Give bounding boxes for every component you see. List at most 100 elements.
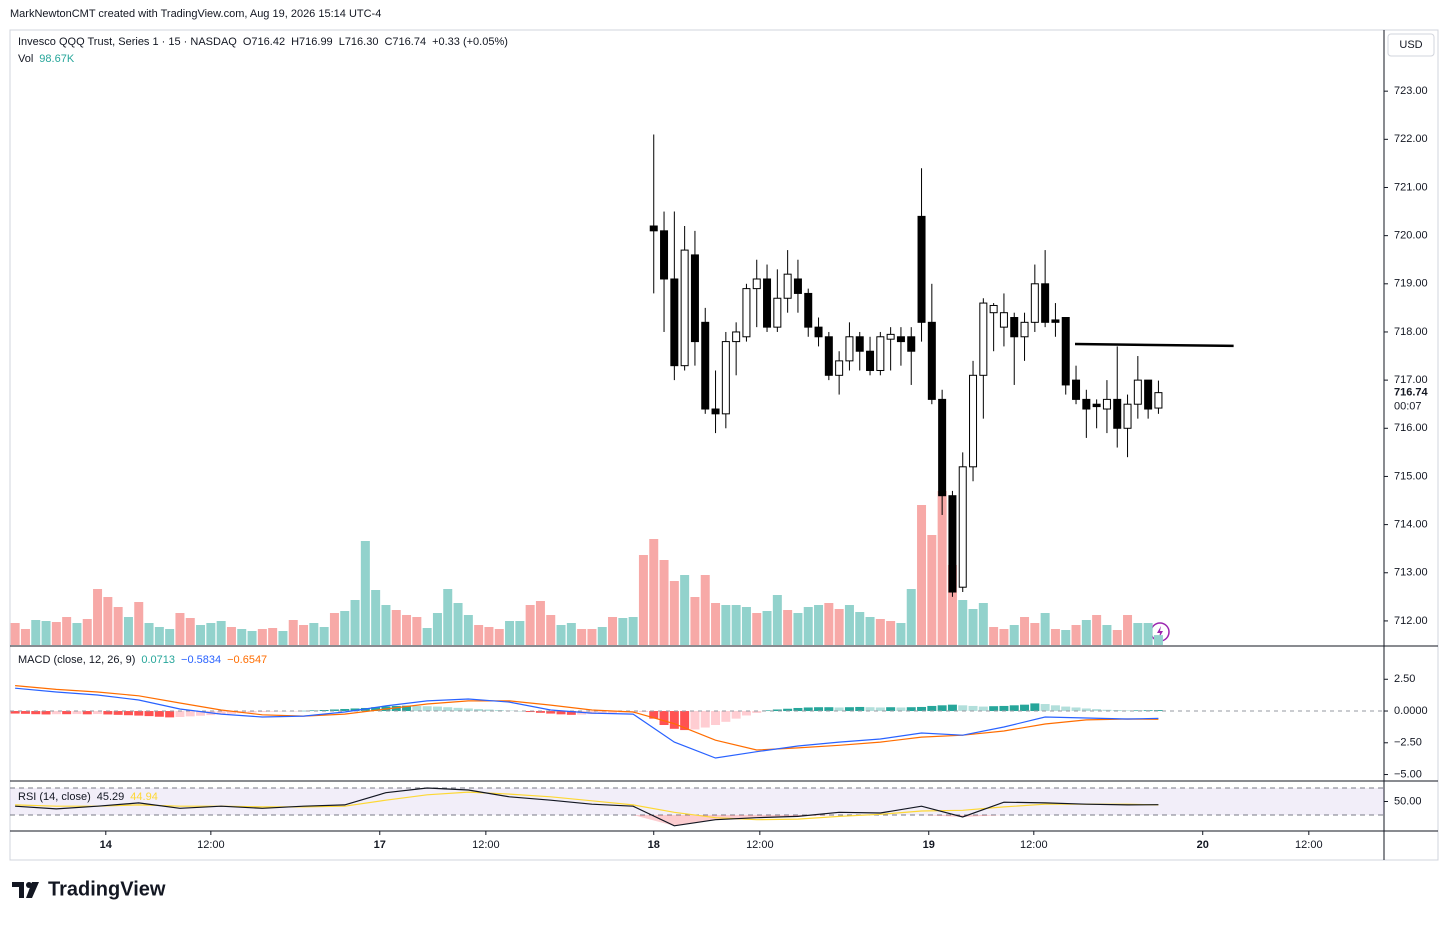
macd-histogram-bar	[20, 711, 30, 714]
currency-box[interactable]	[1387, 33, 1435, 57]
volume-bar	[443, 589, 453, 645]
macd-histogram-bar	[814, 707, 824, 712]
y-tick-label: 713.00	[1394, 567, 1428, 579]
macd-histogram-bar	[113, 711, 123, 715]
volume-bar	[1020, 617, 1030, 645]
volume-bar	[1102, 625, 1112, 645]
candle-body	[660, 230, 669, 280]
indicator-readout: −0.6547	[227, 654, 267, 666]
macd-histogram-bar	[896, 707, 906, 712]
legend-line: Vol 98.67K	[18, 53, 75, 65]
y-tick-label: 712.00	[1394, 615, 1428, 627]
macd-histogram-bar	[597, 711, 607, 714]
header: MarkNewtonCMT created with TradingView.c…	[10, 8, 381, 20]
volume-bar	[1092, 615, 1102, 645]
macd-histogram-bar	[1102, 709, 1112, 712]
y-tick-label: 719.00	[1394, 278, 1428, 290]
y-tick-label: 723.00	[1394, 85, 1428, 97]
macd-histogram-bar	[72, 711, 82, 715]
candle-body	[1010, 317, 1019, 338]
macd-histogram-bar	[31, 711, 41, 715]
volume-bar	[484, 627, 494, 645]
candle-body	[876, 336, 885, 371]
volume-bar	[350, 600, 360, 645]
macd-histogram-bar	[855, 706, 865, 712]
macd-histogram-bar	[1061, 706, 1071, 712]
macd-histogram-bar	[1133, 710, 1143, 712]
candle-body	[835, 360, 844, 376]
y-tick-label: 2.50	[1394, 673, 1415, 685]
macd-histogram-bar	[978, 706, 988, 712]
volume-bar	[638, 555, 648, 645]
volume-bar	[1123, 615, 1133, 645]
volume-bar	[1061, 630, 1071, 645]
logo-mark	[12, 882, 24, 898]
volume-bar	[154, 627, 164, 645]
macd-histogram-bar	[731, 711, 741, 719]
y-tick-label: −5.00	[1394, 768, 1422, 780]
candle-body	[1102, 398, 1111, 410]
horizontal-drawing	[1074, 342, 1234, 348]
volume-bar	[123, 617, 133, 645]
volume-bar	[309, 623, 319, 645]
candle-body	[814, 326, 823, 338]
macd-histogram-bar	[432, 706, 442, 712]
volume-bar	[783, 610, 793, 645]
volume-bar	[82, 619, 92, 645]
indicator-readout: −0.5834	[181, 654, 221, 666]
volume-bar	[875, 619, 885, 645]
macd-histogram-bar	[196, 711, 206, 716]
volume-bar	[196, 625, 206, 645]
volume-bar	[1009, 625, 1019, 645]
volume-bar	[659, 560, 669, 645]
candle-body	[649, 225, 658, 232]
candle-body	[711, 408, 720, 415]
volume-bar	[20, 629, 30, 645]
volume-bar	[144, 623, 154, 645]
legend-key: L	[339, 36, 345, 48]
volume-bar	[896, 623, 906, 645]
candle-body	[999, 312, 1008, 328]
volume-bar	[247, 631, 257, 645]
macd-histogram-bar	[566, 711, 576, 715]
candle-body	[721, 341, 730, 415]
rsi-oversold-fill	[633, 815, 675, 826]
candle-body	[866, 350, 875, 371]
candle-body	[742, 288, 751, 338]
candle-body	[845, 336, 854, 362]
macd-histogram-bar	[752, 711, 762, 713]
logo-mark	[26, 882, 39, 898]
legend: Invesco QQQ Trust, Series 1 · 15 · NASDA…	[18, 36, 508, 65]
volume-bar	[41, 621, 51, 645]
macd-histogram-bar	[1040, 704, 1050, 712]
x-tick-label: 14	[100, 839, 113, 851]
volume-bar	[649, 539, 659, 645]
volume-bar	[299, 625, 309, 645]
volume-bar	[463, 615, 473, 645]
candle-body	[979, 302, 988, 376]
macd-histogram-bar	[175, 711, 185, 717]
volume-bar	[1143, 623, 1153, 645]
volume-bar	[968, 609, 978, 645]
macd-histogram-bar	[1020, 704, 1030, 712]
macd-histogram-bar	[824, 707, 834, 712]
candle-body	[938, 398, 947, 497]
macd-histogram-bar	[299, 710, 309, 712]
x-tick-label: 17	[374, 839, 386, 851]
volume-bar	[278, 631, 288, 645]
legend-key: O	[243, 36, 252, 48]
candle-body	[824, 336, 833, 376]
candle-body	[1020, 321, 1029, 338]
countdown: 00:07	[1394, 401, 1422, 413]
candle-body	[989, 304, 998, 314]
volume-bar	[1153, 635, 1163, 645]
volume-bar	[10, 623, 20, 645]
macd-histogram-bar	[659, 711, 669, 725]
macd-histogram-bar	[134, 711, 144, 716]
volume-bar	[958, 600, 968, 645]
candle-body	[763, 278, 772, 328]
currency: USD	[1399, 39, 1422, 51]
macd-histogram-bar	[319, 710, 329, 712]
volume-bar	[917, 505, 927, 645]
macd-histogram-bar	[51, 711, 61, 715]
